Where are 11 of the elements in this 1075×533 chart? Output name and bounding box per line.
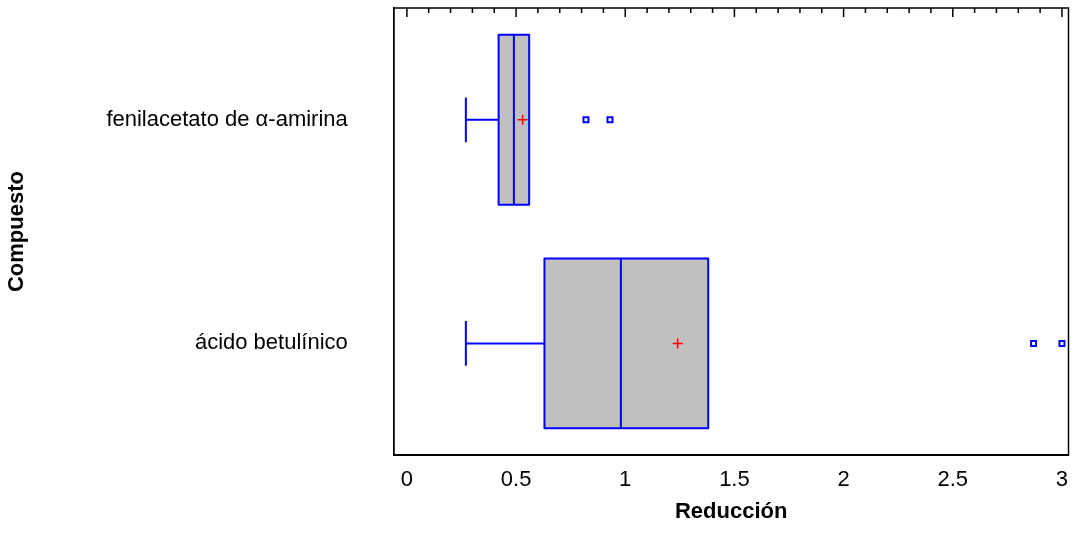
x-tick-label: 1	[619, 466, 632, 492]
y-axis-title: Compuesto	[3, 171, 29, 293]
x-tick-label: 2.5	[937, 466, 969, 492]
x-tick-label: 3	[1055, 466, 1069, 492]
x-tick-label: 0.5	[500, 466, 532, 492]
x-tick-label: 0	[400, 466, 414, 492]
y-tick-label: fenilacetato de α-amirina	[106, 105, 349, 131]
x-axis-title: Reducción	[674, 497, 788, 523]
x-tick-label: 2	[837, 466, 850, 492]
y-tick-label: ácido betulínico	[194, 329, 348, 355]
x-tick-label: 1.5	[719, 466, 750, 492]
